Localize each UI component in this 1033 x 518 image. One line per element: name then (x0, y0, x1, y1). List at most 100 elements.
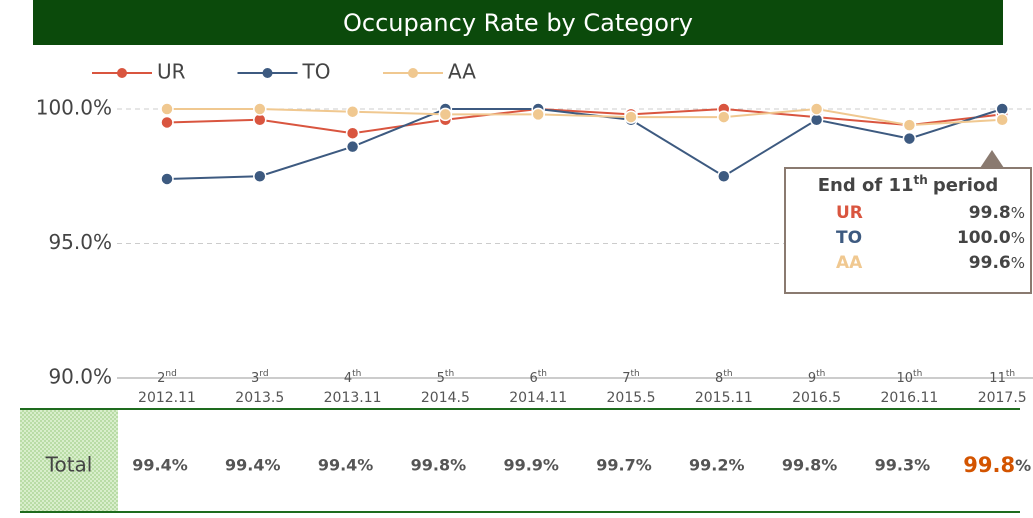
x-tick-label: 7th (622, 369, 640, 386)
series-line (166, 107, 1003, 135)
x-tick-label: 10th (897, 369, 923, 386)
callout-pointer (980, 150, 1004, 168)
data-point (995, 113, 1009, 127)
callout-value: 99.6% (969, 253, 1025, 273)
x-tick-suffix: th (1006, 369, 1015, 379)
table-cell: 99.8% (782, 456, 838, 475)
table-cell: 99.4% (318, 456, 374, 475)
legend-label: TO (302, 60, 331, 84)
table-cell: 99.7% (596, 456, 652, 475)
table-highlight-number: 99.8 (963, 453, 1015, 477)
data-point (253, 102, 267, 116)
callout-title: End of 11th period (818, 173, 998, 197)
data-point (160, 115, 174, 130)
data-point (253, 169, 267, 183)
y-tick-label: 90.0% (48, 365, 112, 389)
table-highlight-unit: % (1015, 456, 1031, 475)
callout-title-sup: th (914, 173, 928, 187)
x-tick-suffix: th (631, 369, 640, 379)
x-tick-date: 2013.11 (324, 390, 382, 406)
x-tick-date: 2015.11 (695, 390, 753, 406)
callout-title-b: period (933, 175, 998, 196)
x-tick-date: 2012.11 (138, 390, 196, 406)
callout-number: 99.6 (969, 253, 1011, 273)
x-tick-suffix: rd (259, 369, 268, 379)
table-cell: 99.9% (503, 456, 559, 475)
x-tick-ordinal: 3 (251, 371, 259, 386)
callout-number: 99.8 (969, 203, 1011, 223)
table-cell: 99.4% (132, 456, 188, 475)
legend-dot (408, 68, 418, 78)
x-tick-ordinal: 9 (808, 371, 816, 386)
callout-value: 100.0% (957, 228, 1025, 248)
callout-name: UR (836, 203, 863, 223)
callout-unit: % (1011, 254, 1025, 272)
x-tick-suffix: th (352, 369, 361, 379)
data-point (438, 107, 453, 122)
x-tick-label: 9th (808, 369, 826, 386)
data-point (902, 118, 917, 132)
x-tick-ordinal: 7 (622, 371, 630, 386)
table-cell: 99.4% (225, 456, 281, 475)
x-tick-ordinal: 11 (989, 371, 1006, 386)
data-point (809, 102, 824, 116)
x-tick-label: 8th (715, 369, 733, 386)
callout-value: 99.8% (969, 203, 1025, 223)
data-point (717, 169, 731, 183)
y-tick-label: 95.0% (48, 230, 112, 254)
legend-label: UR (157, 60, 186, 84)
x-tick-ordinal: 2 (157, 371, 165, 386)
data-point (624, 110, 638, 124)
x-tick-ordinal: 4 (344, 371, 352, 386)
data-point (345, 126, 360, 140)
chart-title: Occupancy Rate by Category (343, 9, 693, 37)
callout-name: TO (836, 228, 862, 248)
x-tick-label: 11th (989, 369, 1015, 386)
x-tick-label: 2nd (157, 369, 177, 386)
table-highlight: 99.8% (963, 453, 1031, 477)
x-tick-label: 4th (344, 369, 362, 386)
callout-number: 100.0 (957, 228, 1011, 248)
legend-dot (262, 68, 273, 78)
x-tick-ordinal: 10 (897, 371, 914, 386)
x-tick-label: 6th (529, 369, 547, 386)
x-tick-suffix: th (445, 369, 454, 379)
x-tick-suffix: th (538, 369, 547, 379)
x-tick-ordinal: 8 (715, 371, 723, 386)
table-label-cell (20, 410, 118, 511)
x-tick-suffix: th (723, 369, 732, 379)
data-point (902, 131, 917, 146)
data-point (160, 102, 174, 116)
callout-unit: % (1011, 204, 1025, 222)
x-tick-date: 2016.11 (880, 390, 938, 406)
x-tick-label: 3rd (251, 369, 269, 386)
table-cell: 99.8% (411, 456, 467, 475)
x-tick-date: 2015.5 (607, 390, 656, 406)
callout-name: AA (836, 253, 863, 273)
title-banner (33, 0, 1003, 45)
callout-box (784, 167, 1032, 294)
x-tick-ordinal: 6 (529, 371, 537, 386)
data-point (345, 139, 360, 154)
data-point (531, 107, 545, 122)
series-line (167, 107, 1003, 127)
x-tick-ordinal: 5 (437, 371, 445, 386)
table-cell: 99.2% (689, 456, 745, 475)
x-tick-suffix: th (816, 369, 825, 379)
x-tick-suffix: th (913, 369, 922, 379)
y-tick-label: 100.0% (36, 96, 112, 120)
data-point (160, 172, 174, 186)
x-tick-date: 2014.11 (509, 390, 567, 406)
series-line (166, 108, 1003, 180)
x-tick-suffix: nd (165, 369, 176, 379)
x-tick-date: 2016.5 (792, 390, 841, 406)
x-tick-date: 2017.5 (978, 390, 1027, 406)
table-label: Total (45, 453, 93, 477)
data-point (717, 110, 731, 124)
x-tick-date: 2014.5 (421, 390, 470, 406)
data-point (345, 104, 360, 119)
table-cell: 99.3% (875, 456, 931, 475)
legend-dot (117, 68, 127, 78)
callout-unit: % (1011, 229, 1025, 247)
x-tick-label: 5th (437, 369, 455, 386)
